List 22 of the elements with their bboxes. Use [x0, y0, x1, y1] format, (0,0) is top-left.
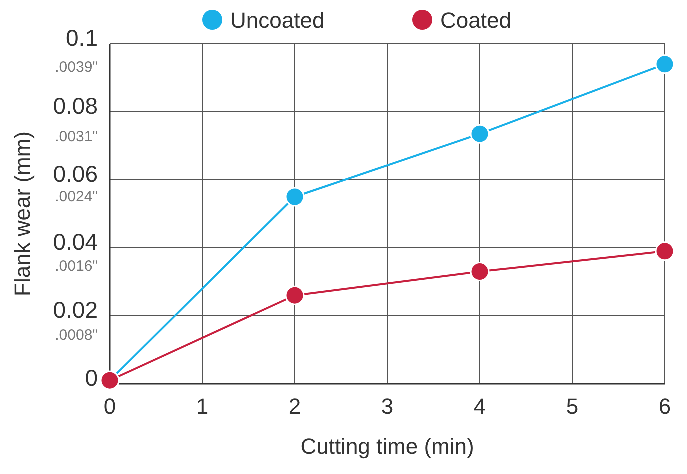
x-tick-label: 6: [658, 394, 672, 419]
x-tick-label: 1: [196, 394, 209, 419]
x-tick-label: 5: [566, 394, 579, 419]
y2-tick-label: .0016": [55, 258, 98, 275]
y-tick-label: 0: [85, 365, 98, 391]
x-axis-title: Cutting time (min): [300, 434, 474, 459]
y2-tick-label: .0031": [55, 128, 98, 146]
legend-label: Uncoated: [230, 8, 325, 33]
y-tick-label: 0.08: [53, 93, 98, 119]
x-tick-label: 0: [104, 394, 116, 419]
y-tick-label: 0.1: [66, 25, 98, 51]
x-tick-label: 2: [288, 394, 302, 419]
x-tick-label: 4: [474, 394, 486, 419]
legend-label: Coated: [440, 8, 512, 33]
y2-tick-label: .0008": [55, 326, 98, 344]
y-axis-title: Flank wear (mm): [10, 131, 35, 297]
y-tick-label: 0.02: [53, 297, 98, 323]
y2-tick-label: .0039": [55, 59, 98, 76]
x-tick-label: 3: [381, 394, 394, 419]
y2-tick-label: .0024": [55, 188, 98, 206]
y-tick-label: 0.04: [53, 229, 98, 255]
y-tick-label: 0.06: [53, 161, 98, 187]
